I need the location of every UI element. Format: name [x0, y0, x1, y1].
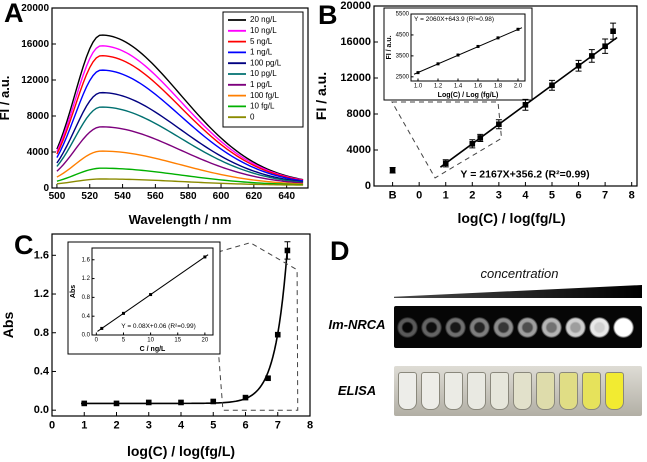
im-nrca-well: [469, 316, 490, 338]
elisa-tube: [490, 372, 509, 410]
panel-a-letter: A: [4, 0, 24, 28]
im-nrca-well: [445, 316, 466, 338]
im-nrca-well: [421, 316, 442, 338]
im-nrca-well: [517, 316, 538, 338]
elisa-tube: [582, 372, 601, 410]
panel-c-letter: C: [14, 230, 34, 260]
im-nrca-well: [541, 316, 562, 338]
im-nrca-well-strip: [394, 306, 642, 348]
panel-c-absorbance-chart: [0, 228, 322, 462]
im-nrca-well: [397, 316, 418, 338]
elisa-tube: [467, 372, 486, 410]
elisa-tube: [398, 372, 417, 410]
row-label-elisa: ELISA: [337, 383, 377, 398]
elisa-tube: [536, 372, 555, 410]
elisa-tube: [421, 372, 440, 410]
panel-b-calibration-chart: [314, 0, 647, 228]
panel-d-assay-images: concentration Im-NRCA ELISA: [322, 228, 647, 462]
elisa-tube: [513, 372, 532, 410]
elisa-tube: [444, 372, 463, 410]
im-nrca-well: [565, 316, 586, 338]
im-nrca-well: [493, 316, 514, 338]
elisa-tube: [605, 372, 624, 410]
im-nrca-well: [613, 316, 634, 338]
panel-d-letter: D: [330, 236, 350, 266]
im-nrca-well: [589, 316, 610, 338]
concentration-gradient-wedge: [394, 285, 642, 298]
concentration-label: concentration: [480, 266, 559, 281]
panel-a-fluorescence-spectra-chart: [0, 0, 314, 228]
row-label-im-nrca: Im-NRCA: [328, 317, 386, 332]
panel-b-letter: B: [318, 0, 338, 30]
elisa-tube-strip: [394, 366, 642, 416]
elisa-tube: [559, 372, 578, 410]
